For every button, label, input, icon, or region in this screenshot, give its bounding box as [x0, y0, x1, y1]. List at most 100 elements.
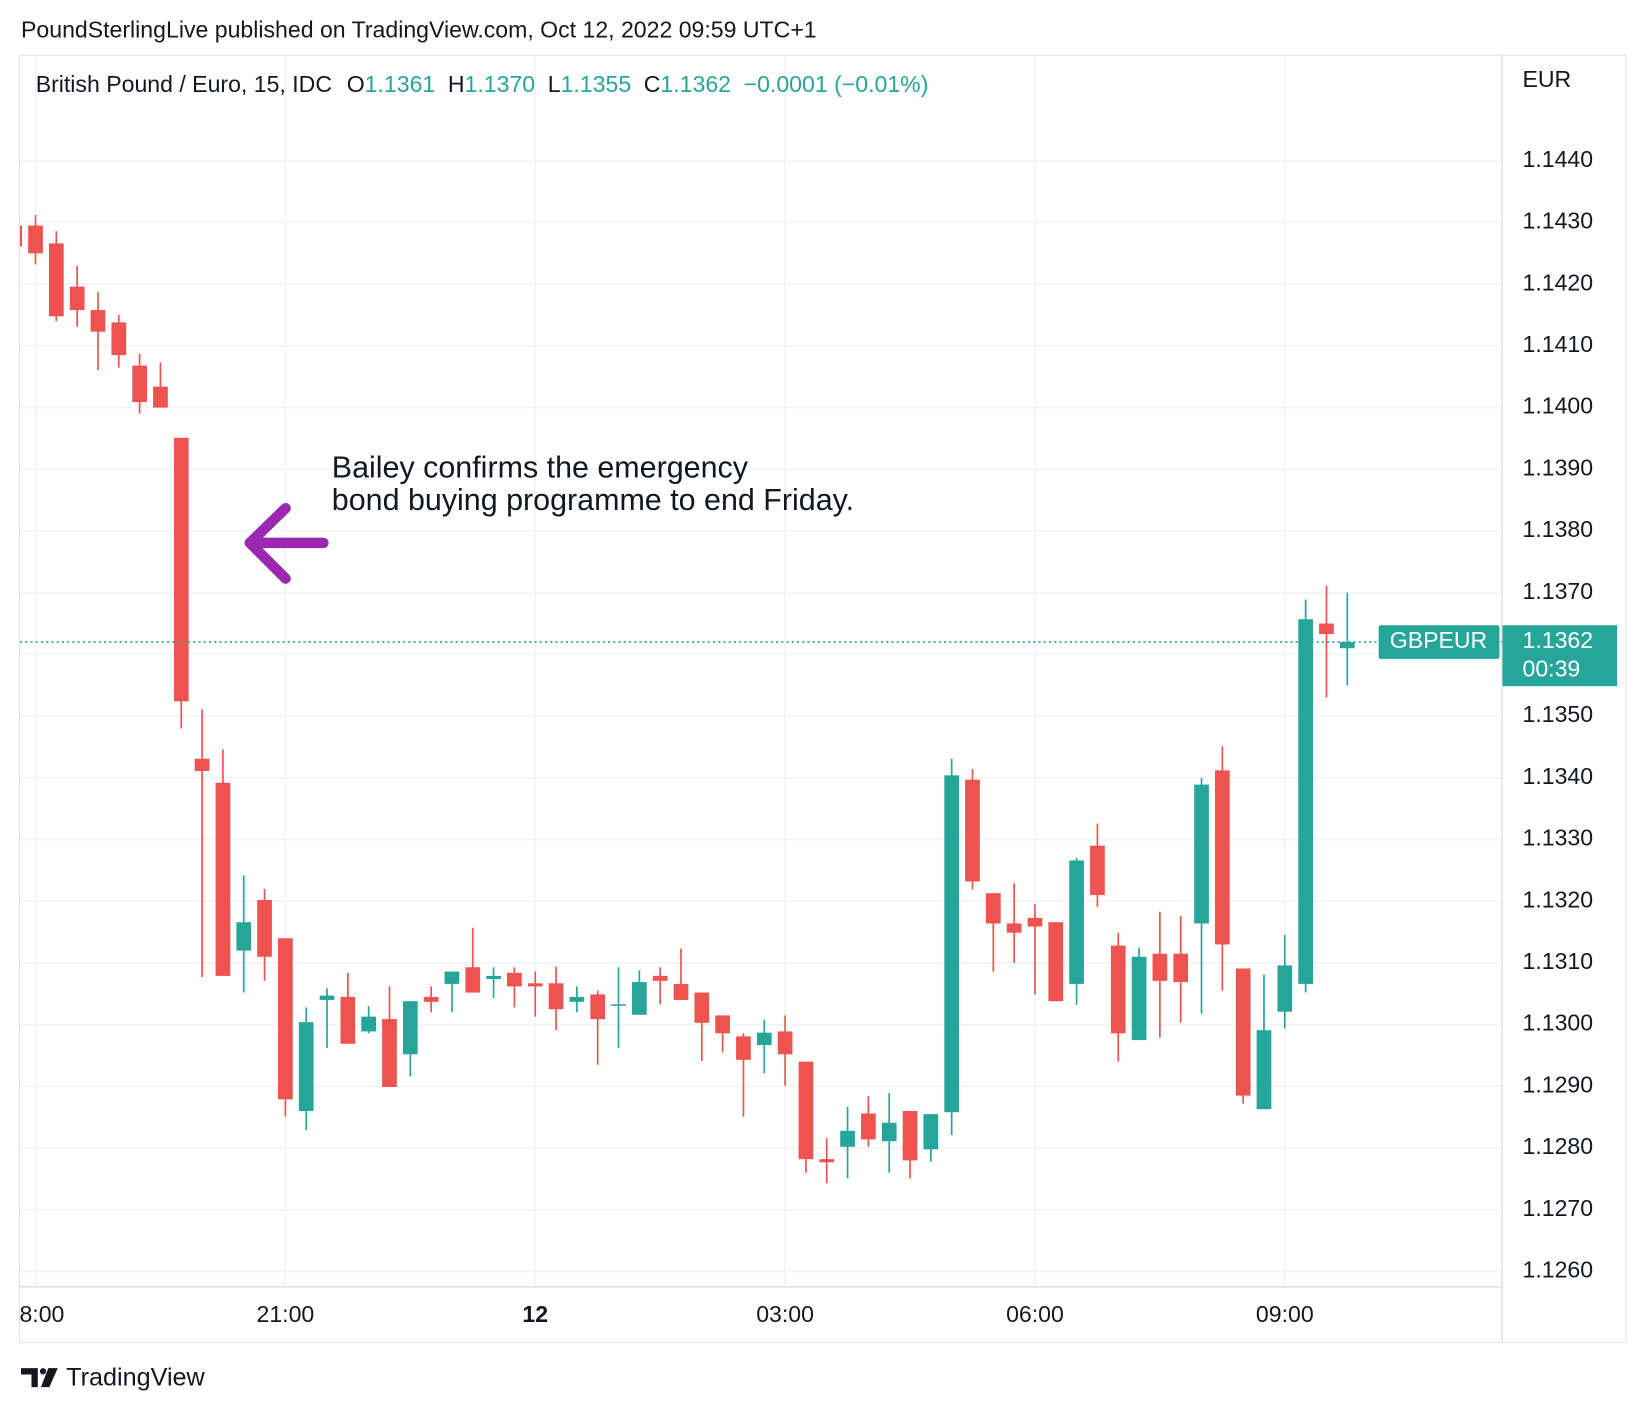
candle-body — [257, 899, 272, 957]
y-tick-label: 1.1290 — [1523, 1071, 1594, 1097]
candle-body — [715, 1015, 730, 1034]
y-tick-label: 1.1440 — [1523, 146, 1594, 172]
candle-body — [465, 967, 481, 993]
x-tick-label: 21:00 — [256, 1301, 314, 1327]
y-tick-label: 1.1410 — [1523, 331, 1594, 357]
candle-body — [923, 1114, 939, 1150]
candle-body — [1110, 945, 1126, 1034]
footer-brand: TradingView — [66, 1363, 205, 1391]
candle-body — [756, 1032, 772, 1046]
y-tick-label: 1.1430 — [1523, 208, 1594, 234]
candle-body — [1235, 968, 1251, 1096]
candle-body — [965, 779, 980, 882]
chart-frame — [18, 54, 1627, 1343]
candle-body — [402, 1001, 418, 1055]
y-tick-label: 1.1420 — [1523, 269, 1594, 295]
candle-body — [444, 971, 460, 984]
candle-body — [1214, 770, 1230, 945]
candle-body — [777, 1031, 793, 1055]
legend-text: 1.1362 — [660, 71, 731, 97]
candle-body — [19, 225, 23, 247]
y-tick-label: 1.1270 — [1523, 1195, 1594, 1221]
candle-body — [1048, 922, 1064, 1002]
candle-body — [111, 322, 127, 356]
candle-body — [1152, 953, 1168, 981]
x-tick-label: 03:00 — [756, 1301, 814, 1327]
x-tick-label: 06:00 — [1006, 1301, 1064, 1327]
grid — [19, 55, 1502, 1287]
candle-body — [28, 225, 43, 254]
y-tick-label: 1.1310 — [1523, 948, 1594, 974]
candle-body — [215, 782, 231, 976]
candle-body — [382, 1019, 397, 1087]
candle-body — [673, 983, 689, 1000]
y-tick-label: 1.1260 — [1523, 1257, 1594, 1283]
candle-body — [694, 992, 710, 1023]
y-tick-label: 1.1350 — [1523, 701, 1594, 727]
candle-body — [173, 437, 189, 702]
legend-text: British Pound / Euro, 15, IDC — [36, 71, 332, 97]
candle-body — [1131, 956, 1147, 1041]
y-tick-label: 1.1380 — [1523, 516, 1594, 542]
footer-logo — [21, 1368, 58, 1388]
candle-body — [236, 922, 252, 951]
candle-body — [361, 1016, 377, 1032]
candle-body — [590, 994, 606, 1020]
candle-body — [48, 243, 64, 317]
annotation-arrow — [244, 502, 329, 584]
candle-body — [861, 1113, 876, 1140]
y-tick-label: 1.1330 — [1523, 825, 1594, 851]
candle-body — [298, 1022, 314, 1112]
candle-body — [69, 286, 85, 311]
candle-body — [1069, 860, 1084, 984]
publish-title: PoundSterlingLive published on TradingVi… — [21, 17, 817, 43]
y-tick-label: 1.1320 — [1523, 886, 1594, 912]
y-tick-label: 1.1300 — [1523, 1010, 1594, 1036]
y-tick-label: 1.1340 — [1523, 763, 1594, 789]
price-tag-label: 1.1362 — [1523, 627, 1594, 653]
candle-body — [736, 1036, 751, 1060]
legend-text: O — [347, 71, 365, 97]
candle-body — [652, 975, 668, 981]
candle-body — [132, 365, 147, 403]
candle-body — [278, 938, 293, 1100]
candle-body — [1027, 917, 1043, 927]
y-tick-label: 1.1280 — [1523, 1133, 1594, 1159]
annotation-line: bond buying programme to end Friday. — [332, 483, 854, 517]
candle-body — [944, 775, 960, 1113]
legend-text: C — [644, 71, 661, 97]
candle-body — [90, 310, 106, 332]
candle-body — [340, 996, 356, 1044]
candle-body — [840, 1130, 855, 1147]
countdown: 00:39 — [1523, 656, 1581, 682]
candle-body — [1006, 923, 1022, 933]
candle-body — [1173, 953, 1189, 983]
candle-body — [507, 972, 522, 987]
price-tag-bg — [1502, 625, 1617, 687]
candle-body — [1339, 642, 1355, 649]
candle-body — [569, 996, 585, 1002]
y-tick-label: 1.1400 — [1523, 393, 1594, 419]
plot-area — [19, 215, 1502, 1184]
legend-text: L — [548, 71, 561, 97]
currency-label: EUR — [1523, 66, 1572, 92]
legend-text: 1.1355 — [561, 71, 632, 97]
candle-body — [548, 983, 564, 1010]
legend-text: −0.0001 (−0.01%) — [744, 71, 929, 97]
candle-body — [1256, 1030, 1272, 1110]
candle-body — [486, 975, 501, 979]
x-tick-label: 12 — [522, 1301, 548, 1327]
candle-body — [1319, 623, 1334, 635]
annotation-line: Bailey confirms the emergency — [332, 450, 749, 484]
symbol-tag-bg — [1378, 625, 1500, 659]
candle-body — [985, 893, 1001, 924]
symbol-legend: British Pound / Euro, 15, IDC O1.1361 H1.1… — [36, 71, 929, 97]
candle-body — [819, 1159, 835, 1163]
candle-body — [1298, 619, 1313, 984]
x-tick-label: 18:00 — [7, 1301, 65, 1327]
price-tag: GBPEUR 1.1362 00:39 — [1378, 625, 1617, 687]
y-tick-label: 1.1370 — [1523, 578, 1594, 604]
candle-body — [423, 996, 439, 1002]
